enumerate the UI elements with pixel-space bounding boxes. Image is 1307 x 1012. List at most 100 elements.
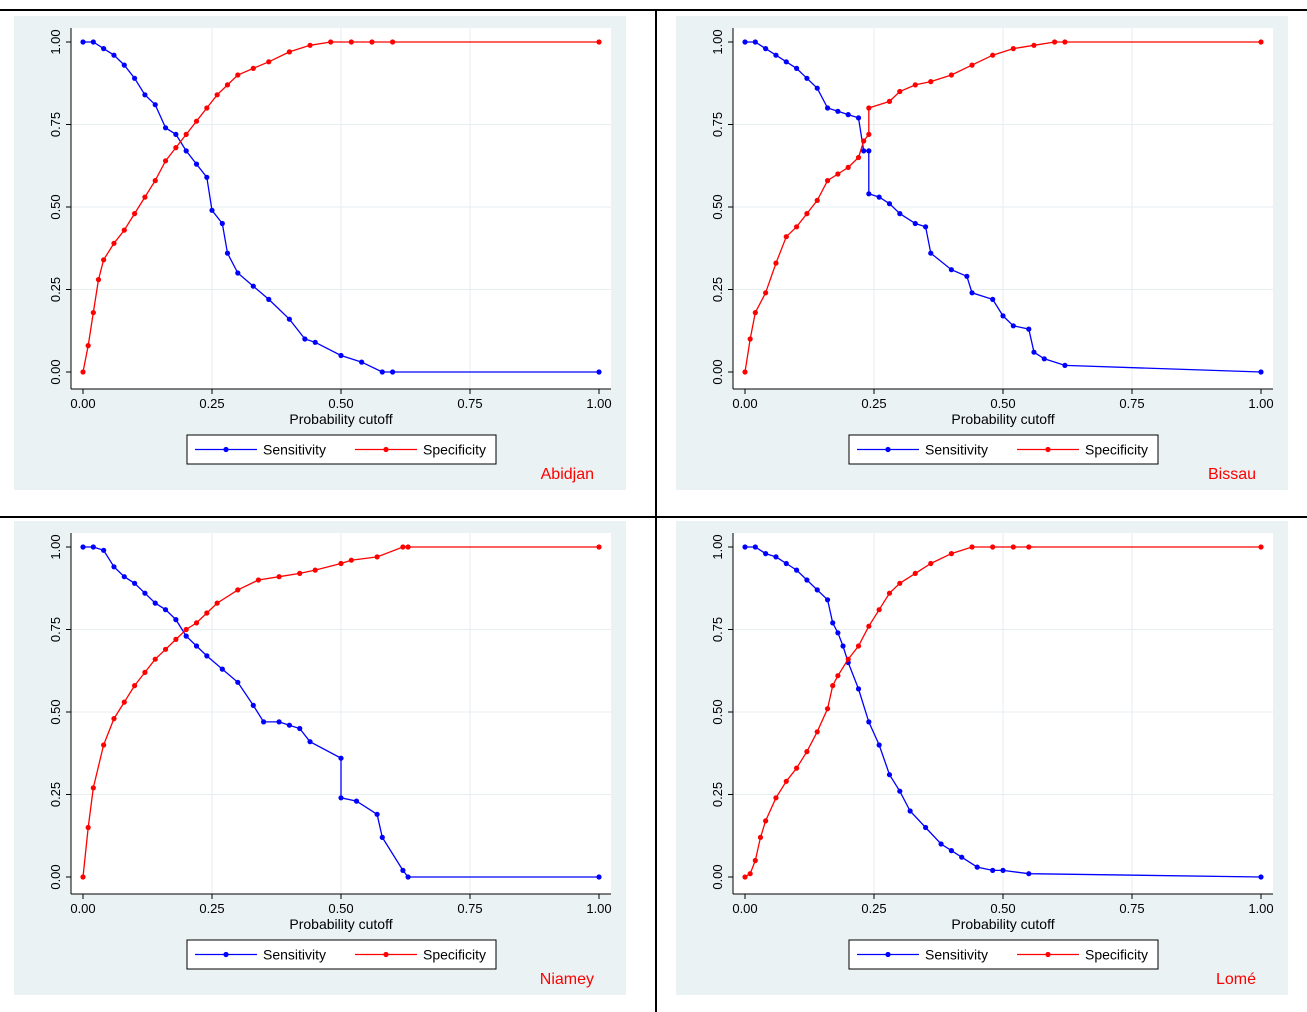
data-point-specificity	[266, 59, 272, 65]
data-point-sensitivity	[1010, 323, 1016, 329]
data-point-specificity	[250, 65, 256, 71]
data-point-specificity	[369, 39, 375, 45]
data-point-sensitivity	[866, 148, 872, 154]
data-point-specificity	[866, 105, 872, 111]
data-point-sensitivity	[405, 874, 411, 880]
x-tick-label: 0.25	[199, 396, 224, 411]
data-point-specificity	[861, 138, 867, 144]
y-tick-label: 0.25	[48, 277, 63, 302]
data-point-sensitivity	[783, 560, 789, 567]
legend-marker-specificity	[383, 951, 389, 958]
data-point-specificity	[348, 557, 354, 563]
x-tick-label: 0.50	[990, 901, 1015, 916]
data-point-specificity	[1062, 39, 1068, 45]
chart-svg: 0.00 0.25 0.50 0.75 1.00 0.00 0.25 0.50 0.75 1.00…	[14, 521, 626, 995]
data-point-specificity	[886, 98, 893, 104]
data-point-sensitivity	[286, 722, 292, 728]
data-point-sensitivity	[948, 267, 954, 273]
y-tick-label: 0.00	[48, 864, 63, 889]
x-tick-label: 0.75	[1119, 901, 1144, 916]
x-tick-label: 1.00	[586, 396, 611, 411]
data-point-specificity	[235, 587, 241, 593]
x-tick-label: 0.00	[70, 396, 95, 411]
data-point-sensitivity	[742, 544, 748, 550]
data-point-sensitivity	[121, 574, 127, 580]
y-tick-label: 0.75	[710, 112, 725, 137]
data-point-sensitivity	[928, 250, 934, 256]
data-point-sensitivity	[835, 630, 841, 636]
data-point-sensitivity	[866, 191, 872, 197]
data-point-sensitivity	[1258, 874, 1264, 880]
data-point-specificity	[948, 551, 954, 557]
y-tick-label: 1.00	[710, 29, 725, 54]
data-point-specificity	[742, 874, 748, 880]
x-tick-label: 0.00	[732, 901, 757, 916]
data-point-sensitivity	[824, 597, 831, 603]
data-point-specificity	[783, 778, 789, 784]
y-tick-label: 1.00	[710, 534, 725, 559]
data-point-specificity	[1258, 544, 1264, 550]
legend-marker-sensitivity	[223, 446, 229, 453]
x-tick-label: 0.75	[1119, 396, 1144, 411]
data-point-specificity	[897, 88, 903, 95]
data-point-sensitivity	[266, 296, 272, 302]
data-point-specificity	[773, 260, 779, 266]
data-point-sensitivity	[1258, 369, 1264, 375]
data-point-specificity	[928, 560, 934, 567]
data-point-sensitivity	[297, 725, 303, 732]
data-point-specificity	[757, 834, 764, 840]
data-point-specificity	[835, 673, 841, 679]
data-point-specificity	[1010, 544, 1016, 550]
data-point-specificity	[132, 683, 138, 689]
data-point-sensitivity	[840, 643, 846, 649]
data-point-specificity	[173, 145, 179, 151]
data-point-specificity	[338, 560, 344, 567]
data-point-sensitivity	[142, 590, 148, 596]
data-point-specificity	[90, 310, 96, 316]
y-tick-label: 1.00	[48, 29, 63, 54]
legend-label-sensitivity: Sensitivity	[263, 442, 326, 458]
legend-marker-sensitivity	[885, 446, 891, 453]
data-point-sensitivity	[990, 867, 996, 873]
data-point-specificity	[794, 765, 800, 771]
chart-svg: 0.00 0.25 0.50 0.75 1.00 0.00 0.25 0.50 0.75 1.00…	[676, 16, 1288, 490]
data-point-sensitivity	[783, 59, 789, 65]
data-point-specificity	[897, 580, 903, 586]
legend-marker-specificity	[1045, 951, 1051, 958]
data-point-specificity	[990, 52, 996, 58]
data-point-specificity	[763, 290, 769, 296]
data-point-sensitivity	[814, 587, 820, 593]
data-point-sensitivity	[855, 686, 862, 692]
data-point-sensitivity	[80, 544, 86, 550]
x-axis-title: Probability cutoff	[951, 411, 1054, 427]
data-point-sensitivity	[866, 719, 872, 725]
data-point-sensitivity	[1026, 871, 1032, 877]
data-point-sensitivity	[835, 108, 841, 114]
data-point-sensitivity	[204, 174, 210, 180]
x-tick-label: 0.00	[732, 396, 757, 411]
data-point-sensitivity	[235, 679, 241, 685]
data-point-sensitivity	[1026, 326, 1032, 332]
data-point-specificity	[152, 656, 158, 662]
data-point-specificity	[866, 131, 872, 137]
x-tick-label: 0.25	[199, 901, 224, 916]
data-point-specificity	[596, 544, 602, 550]
data-point-specificity	[328, 39, 334, 45]
legend-label-sensitivity: Sensitivity	[263, 947, 326, 963]
data-point-sensitivity	[250, 283, 256, 289]
data-point-specificity	[400, 544, 406, 550]
data-point-specificity	[111, 240, 117, 246]
series-line-sensitivity	[745, 546, 1262, 878]
city-label: Abidjan	[541, 466, 594, 483]
data-point-specificity	[152, 178, 158, 184]
data-point-sensitivity	[974, 864, 980, 870]
data-point-sensitivity	[338, 755, 344, 761]
data-point-sensitivity	[897, 788, 903, 794]
data-point-specificity	[990, 544, 996, 550]
data-point-sensitivity	[969, 290, 975, 296]
data-point-specificity	[276, 574, 282, 580]
data-point-specificity	[948, 72, 954, 78]
data-point-specificity	[142, 669, 148, 675]
data-point-specificity	[814, 729, 820, 735]
legend-label-specificity: Specificity	[423, 442, 486, 458]
